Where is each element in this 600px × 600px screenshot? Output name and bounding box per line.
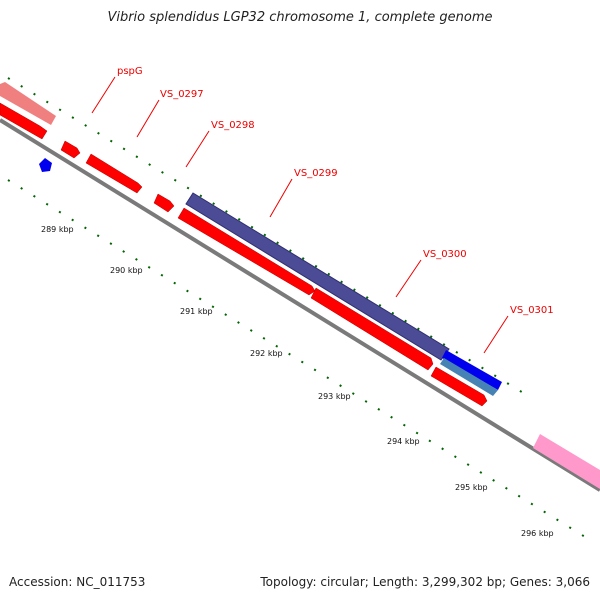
genome-summary-text: Topology: circular; Length: 3,299,302 bp… xyxy=(260,575,590,589)
gene-label-VS_0299: VS_0299 xyxy=(294,168,338,179)
inner-dotted-track xyxy=(7,179,591,541)
tick-label-294kbp: 294 kbp xyxy=(387,437,420,446)
gene-label-VS_0297: VS_0297 xyxy=(160,89,204,100)
map-title: Vibrio splendidus LGP32 chromosome 1, co… xyxy=(107,10,493,25)
gene-feature-salmon xyxy=(0,82,56,125)
gene-label-VS_0298: VS_0298 xyxy=(211,120,255,131)
tick-label-292kbp: 292 kbp xyxy=(250,349,283,358)
tick-label-295kbp: 295 kbp xyxy=(455,483,488,492)
tick-label-289kbp: 289 kbp xyxy=(41,225,74,234)
gene-feature-steel xyxy=(440,358,498,396)
gene-feature-red xyxy=(153,193,175,213)
gene-label-VS_0301: VS_0301 xyxy=(510,305,554,316)
tick-label-296kbp: 296 kbp xyxy=(521,529,554,538)
leader-line-VS_0300 xyxy=(395,259,422,298)
leader-line-VS_0299 xyxy=(269,178,293,218)
tick-label-290kbp: 290 kbp xyxy=(110,266,143,275)
tick-label-293kbp: 293 kbp xyxy=(318,392,351,401)
leader-line-VS_0301 xyxy=(483,315,509,354)
gene-label-VS_0300: VS_0300 xyxy=(423,249,467,260)
leader-line-pspG xyxy=(91,76,116,114)
gene-feature-red xyxy=(177,207,316,296)
tick-label-291kbp: 291 kbp xyxy=(180,307,213,316)
gene-feature-pink xyxy=(533,434,600,489)
gene-feature-red xyxy=(60,140,81,159)
backbone-line xyxy=(0,118,600,492)
gene-feature-red xyxy=(85,153,143,194)
gene-feature-red xyxy=(310,287,434,371)
gene-feature-red xyxy=(0,102,48,140)
gene-feature-blue xyxy=(442,350,502,390)
gene-feature-blue-small xyxy=(39,158,52,172)
leader-line-VS_0298 xyxy=(185,130,210,168)
gene-label-pspG: pspG xyxy=(117,66,143,77)
outer-dotted-track xyxy=(7,77,526,395)
gene-feature-slate xyxy=(185,192,450,361)
leader-line-VS_0297 xyxy=(136,99,160,138)
accession-text: Accession: NC_011753 xyxy=(9,575,146,589)
gene-feature-red xyxy=(430,366,488,407)
